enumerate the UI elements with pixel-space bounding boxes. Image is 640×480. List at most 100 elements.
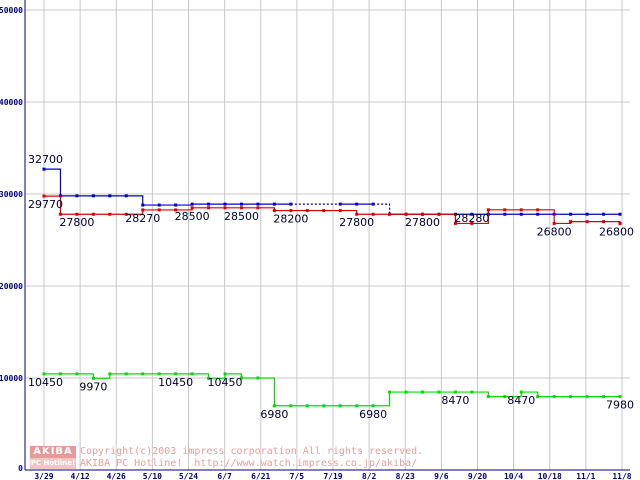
red-series-marker: [256, 206, 260, 210]
y-tick-label: 10000: [0, 374, 23, 383]
x-tick-label: 5/24: [179, 472, 198, 480]
x-tick-label: 6/7: [217, 472, 232, 480]
site-url-line: AKIBA PC Hotline! http://www.watch.impre…: [80, 457, 418, 469]
red-series-marker: [536, 208, 540, 212]
green-series-marker: [437, 390, 441, 394]
red-series-marker: [338, 209, 342, 213]
red-series-marker: [388, 212, 392, 216]
x-tick-label: 5/10: [143, 472, 162, 480]
data-label: 9970: [79, 380, 107, 393]
red-series-marker: [355, 212, 359, 216]
data-labels: 32700 29770 27800 28270 28500 28500 28200 27800…: [28, 153, 634, 421]
data-label: 27800: [339, 216, 374, 229]
green-series-marker: [91, 376, 95, 380]
blue-series-marker: [124, 194, 128, 198]
x-tick-label: 6/21: [251, 472, 270, 480]
red-series-marker: [239, 206, 243, 210]
blue-series-marker: [355, 202, 359, 206]
red-series-marker: [503, 208, 507, 212]
y-tick-label: 40000: [0, 98, 23, 107]
series: [42, 167, 622, 408]
data-label: 26800: [537, 225, 572, 238]
blue-series-marker: [618, 212, 622, 216]
green-series-marker: [124, 372, 128, 376]
red-series-marker: [453, 221, 457, 225]
data-label: 26800: [599, 225, 634, 238]
red-series-marker: [108, 212, 112, 216]
logo-title: AKIBA: [30, 446, 76, 458]
green-series-marker: [404, 390, 408, 394]
blue-series-marker: [585, 212, 589, 216]
green-series-marker: [223, 372, 227, 376]
red-series-marker: [602, 220, 606, 224]
y-tick-label: 0: [18, 464, 23, 473]
blue-series-marker: [190, 202, 194, 206]
data-label: 8470: [441, 394, 469, 407]
red-series-marker: [585, 220, 589, 224]
copyright-watermark: Copyright(c)2003 impress corporation All…: [80, 446, 423, 469]
green-series-segment: [471, 391, 489, 397]
blue-series-marker: [470, 212, 474, 216]
red-series-marker: [174, 208, 178, 212]
red-series-marker: [124, 212, 128, 216]
green-series-marker: [75, 372, 79, 376]
x-tick-label: 9/20: [468, 472, 487, 480]
red-series-marker: [486, 208, 490, 212]
y-tick-label: 50000: [0, 6, 23, 15]
green-series-marker: [239, 376, 243, 380]
data-label: 27800: [59, 216, 94, 229]
x-tick-label: 3/29: [34, 472, 53, 480]
green-series-marker: [470, 390, 474, 394]
data-label: 29770: [28, 198, 63, 211]
red-series-marker: [437, 212, 441, 216]
red-series-marker: [223, 206, 227, 210]
green-series-marker: [174, 372, 178, 376]
green-series-marker: [322, 404, 326, 408]
blue-series-marker: [536, 212, 540, 216]
red-series-segment: [44, 195, 62, 215]
red-series-marker: [470, 221, 474, 225]
green-series-marker: [486, 395, 490, 399]
green-series-marker: [602, 395, 606, 399]
blue-series-marker: [338, 202, 342, 206]
green-series-marker: [289, 404, 293, 408]
blue-series-marker: [503, 212, 507, 216]
green-series-marker: [552, 395, 556, 399]
data-label: 28500: [224, 210, 259, 223]
x-tick-label: 7/19: [323, 472, 342, 480]
green-series-segment: [257, 377, 275, 406]
red-series-marker: [157, 208, 161, 212]
red-series-marker: [42, 194, 46, 198]
blue-series-marker: [207, 202, 211, 206]
blue-series-marker: [141, 203, 145, 207]
blue-series-marker: [157, 203, 161, 207]
data-label: 10450: [158, 376, 193, 389]
green-series-marker: [519, 390, 523, 394]
green-series-marker: [421, 390, 425, 394]
green-series-marker: [157, 372, 161, 376]
blue-series-marker: [108, 194, 112, 198]
red-series-marker: [322, 209, 326, 213]
x-tick-label: 4/26: [107, 472, 126, 480]
red-series-marker: [618, 221, 622, 225]
green-series-marker: [256, 376, 260, 380]
red-series-marker: [58, 212, 62, 216]
green-series-segment: [373, 392, 391, 407]
akiba-logo: AKIBA PC Hotline!: [30, 446, 76, 469]
red-series-segment: [537, 209, 555, 224]
red-series-marker: [190, 206, 194, 210]
blue-series-segment: [373, 203, 391, 215]
green-series-marker: [536, 395, 540, 399]
green-series-segment: [504, 392, 522, 398]
data-label: 10450: [208, 376, 243, 389]
blue-series-marker: [91, 194, 95, 198]
data-label: 27800: [405, 216, 440, 229]
x-tick-label: 11/8: [612, 472, 631, 480]
y-tick-label: 20000: [0, 282, 23, 291]
green-series-marker: [355, 404, 359, 408]
x-tick-label: 8/2: [362, 472, 377, 480]
logo-subtitle: PC Hotline!: [30, 458, 76, 469]
green-series-segment: [521, 391, 539, 397]
green-series-marker: [305, 404, 309, 408]
